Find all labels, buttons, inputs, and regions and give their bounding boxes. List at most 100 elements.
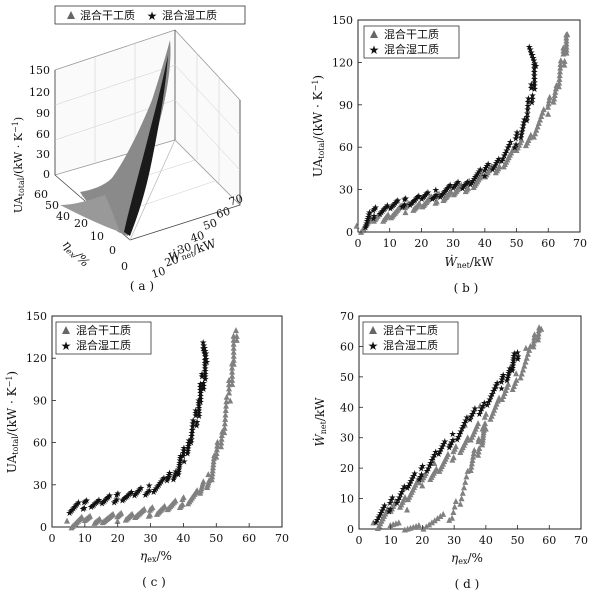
panel-b-wet-point: ★ [363, 217, 371, 227]
panel-d-dry-point [457, 500, 464, 507]
panel-d-wet-point: ★ [400, 482, 408, 492]
panel-d-dry-point [499, 396, 506, 403]
panel-d-wet-point: ★ [419, 462, 427, 472]
panel-c-wet-point: ★ [196, 392, 204, 402]
panel-d-dry-point [370, 519, 377, 526]
panel-d-wet-point: ★ [441, 438, 449, 448]
panel-c-wet-point: ★ [195, 396, 203, 406]
panel-b-dry-point [534, 123, 541, 130]
panel-c-wet-point: ★ [200, 344, 208, 354]
panel-c-dry-point [210, 455, 217, 462]
panel-d-dry-point [452, 443, 459, 450]
panel-c-dry-point [147, 511, 154, 518]
panel-c-wet-point: ★ [122, 493, 130, 503]
panel-d-dry-point [471, 446, 478, 453]
panel-b-dry-point [556, 72, 563, 79]
panel-d-wet-point: ★ [462, 416, 470, 426]
panel-b-wet-point: ★ [519, 124, 527, 134]
panel-c-xtick-label: 50 [209, 532, 223, 545]
panel-b-wet-point: ★ [402, 194, 410, 204]
panel-c-wet-point: ★ [151, 486, 159, 496]
panel-c-wet-point: ★ [196, 380, 204, 390]
panel-b-dry-point [466, 177, 473, 184]
panel-c-dry-point [209, 470, 216, 477]
panel-c-dry-point [209, 467, 216, 474]
panel-b-dry-point [367, 214, 374, 221]
panel-d-wet-point: ★ [427, 459, 435, 469]
panel-b-wet-point: ★ [363, 219, 371, 229]
panel-d-dry-point [481, 413, 488, 420]
panel-d-wet-point: ★ [380, 502, 388, 512]
panel-a-legend-wet-marker: ★ [147, 9, 158, 23]
panel-d-wet-point: ★ [448, 439, 456, 449]
panel-c-wet-point: ★ [121, 494, 129, 504]
panel-c-wet-point: ★ [195, 412, 203, 422]
panel-c-wet-point: ★ [98, 499, 106, 509]
panel-c-dry-point [226, 385, 233, 392]
panel-b-wet-point: ★ [528, 51, 536, 61]
panel-d-dry-point [487, 415, 494, 422]
panel-b-wet-point: ★ [527, 81, 535, 91]
panel-d-wet-point: ★ [458, 425, 466, 435]
panel-c-wet-point: ★ [179, 452, 187, 462]
panel-d-ylabel: Ẇnet/kW [312, 397, 328, 447]
panel-c-wet-point: ★ [95, 496, 103, 506]
panel-b-dry-point [433, 198, 440, 205]
panel-d-wet-point: ★ [514, 355, 522, 365]
panel-b-dry-point [555, 83, 562, 90]
panel-b-ytick-label: 60 [339, 141, 353, 154]
panel-c-wet-point: ★ [202, 355, 210, 365]
panel-c-wet-point: ★ [94, 497, 102, 507]
panel-b-dry-point [556, 75, 563, 82]
panel-d-wet-point: ★ [436, 447, 444, 457]
panel-b-ytick-label: 30 [339, 184, 353, 197]
panel-b-dry-point [532, 130, 539, 137]
panel-c-dry-point [213, 446, 220, 453]
panel-d-legend-wet-marker: ★ [368, 339, 379, 353]
panel-c-wet-point: ★ [125, 491, 133, 501]
panel-b-wet-point: ★ [411, 196, 419, 206]
panel-d-wet-point: ★ [489, 387, 497, 397]
panel-b-dry-point [447, 188, 454, 195]
panel-d-wet-point: ★ [387, 496, 395, 506]
panel-d-dry-point [489, 409, 496, 416]
panel-c-dry-point [221, 424, 228, 431]
panel-c-ytick-label: 60 [33, 437, 47, 450]
panel-c-dry-point [200, 478, 207, 485]
panel-d-legend-dry: 混合干工质 [383, 323, 438, 337]
panel-b-wet-point: ★ [444, 184, 452, 194]
panel-c-wet-point: ★ [180, 458, 188, 468]
panel-b-wet-point: ★ [482, 164, 490, 174]
panel-d-wet-point: ★ [510, 352, 518, 362]
panel-b-wet-point: ★ [393, 198, 401, 208]
panel-a-w-ticks: 10 20 30 40 50 60 70 [150, 192, 245, 281]
panel-c-wet-point: ★ [164, 475, 172, 485]
panel-a-eta-tick-20: 20 [74, 217, 88, 230]
panel-b-wet-point: ★ [420, 192, 428, 202]
panel-c-wet-point: ★ [185, 439, 193, 449]
panel-b-wet-point: ★ [365, 211, 373, 221]
panel-d-wet-point: ★ [429, 454, 437, 464]
panel-c-wet-point: ★ [165, 471, 173, 481]
panel-a-z-tick-120: 120 [29, 86, 50, 99]
panel-b-wet-point: ★ [437, 191, 445, 201]
panel-d-frame [358, 315, 582, 530]
panel-d-wet-point: ★ [498, 384, 506, 394]
panel-b-wet-point: ★ [520, 118, 528, 128]
panel-d-dry-point [535, 327, 542, 334]
panel-c-wet-point: ★ [201, 352, 209, 362]
panel-b-dry-point [545, 110, 552, 117]
panel-d-wet-point: ★ [425, 462, 433, 472]
panel-d-dry-point [468, 460, 475, 467]
panel-d-wet-point: ★ [504, 372, 512, 382]
panel-c-dry-point [230, 344, 237, 351]
panel-d-wet-point: ★ [379, 504, 387, 514]
panel-d-dry-point [512, 379, 519, 386]
panel-b-wet-point: ★ [461, 181, 469, 191]
panel-b-wet-point: ★ [409, 198, 417, 208]
panel-b-xtick-label: 60 [541, 237, 555, 250]
panel-d-dry-point [462, 478, 469, 485]
panel-c-wet-point: ★ [199, 344, 207, 354]
panel-c-dry-point [214, 442, 221, 449]
panel-c-wet-point: ★ [199, 339, 207, 349]
